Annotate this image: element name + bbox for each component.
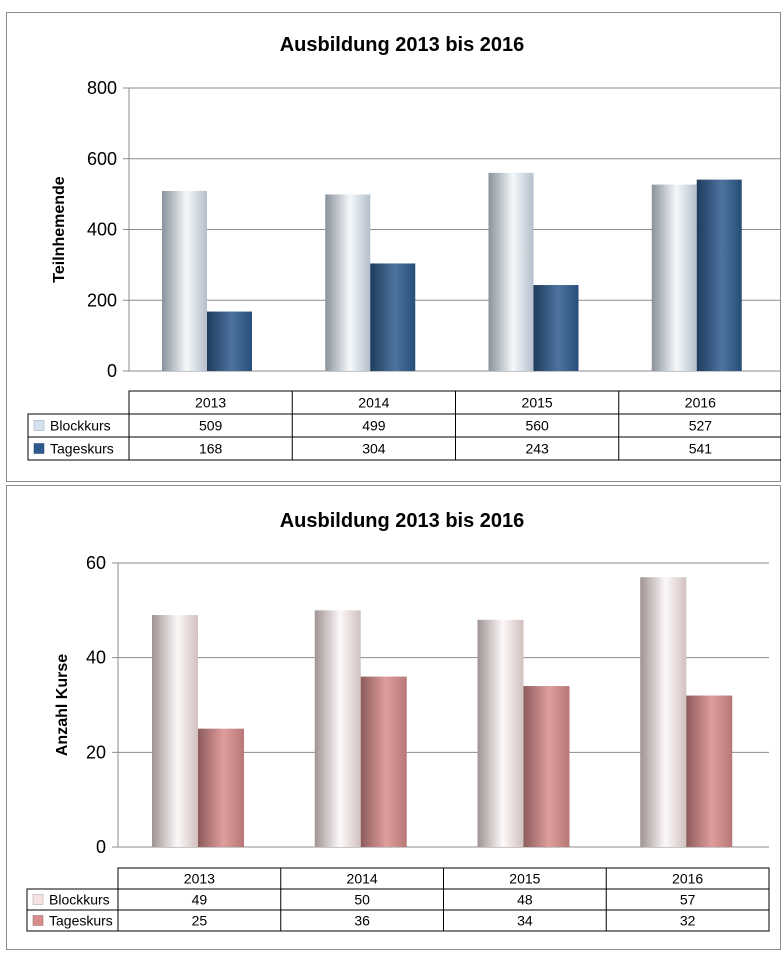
chart-teilnehmende: Ausbildung 2013 bis 2016 0 200 400 600 800 Tei… <box>27 34 781 461</box>
bar-tageskurs-2013 <box>207 311 252 371</box>
table-row <box>27 436 781 461</box>
legend-key-blockkurs <box>33 420 45 431</box>
table-value-cell: 49 <box>192 892 208 908</box>
table-value-cell: 168 <box>199 441 223 457</box>
y-tick-label: 60 <box>86 553 106 573</box>
bar-tageskurs-2015 <box>533 285 579 371</box>
table-value-cell: 57 <box>680 892 696 908</box>
table-row <box>26 888 770 911</box>
chart-title: Ausbildung 2013 bis 2016 <box>280 510 525 532</box>
table-header-cell: 2015 <box>522 395 553 411</box>
bar-tageskurs-2015 <box>523 686 570 847</box>
bar-tageskurs-2013 <box>198 728 244 847</box>
legend-key-tageskurs <box>33 443 45 454</box>
bar-blockkurs-2014 <box>325 194 371 371</box>
table-value-cell: 50 <box>354 892 370 908</box>
bar-tageskurs-2014 <box>370 263 416 371</box>
table-value-cell: 32 <box>680 913 696 929</box>
y-axis-label: Teilnhemende <box>51 176 68 282</box>
table-value-cell: 25 <box>192 913 208 929</box>
y-tick-label: 800 <box>87 78 117 98</box>
bar-blockkurs-2015 <box>488 172 534 371</box>
bar-blockkurs-2013 <box>152 615 198 847</box>
legend-label-tageskurs: Tageskurs <box>50 441 114 457</box>
chart-kurse: Ausbildung 2013 bis 2016 0 20 40 60 Anzahl Ku… <box>26 510 770 932</box>
chart-panel-teilnehmende: Ausbildung 2013 bis 2016 0 200 400 600 800 Tei… <box>6 12 781 482</box>
table-value-cell: 36 <box>354 913 370 929</box>
table-row <box>27 413 781 438</box>
chart-title: Ausbildung 2013 bis 2016 <box>280 34 525 56</box>
table-value-cell: 243 <box>525 441 549 457</box>
legend-key-tageskurs <box>32 915 44 926</box>
bar-tageskurs-2016 <box>686 695 733 847</box>
table-header-cell: 2013 <box>195 395 226 411</box>
table-header-cell: 2016 <box>685 395 716 411</box>
table-value-cell: 304 <box>362 441 386 457</box>
table-header-cell: 2013 <box>184 871 215 887</box>
table-value-cell: 560 <box>525 418 549 434</box>
bar-blockkurs-2015 <box>477 619 524 847</box>
y-tick-label: 0 <box>107 361 117 381</box>
legend-label-tageskurs: Tageskurs <box>49 913 113 929</box>
y-axis-label: Anzahl Kurse <box>54 654 71 756</box>
chart-panel-kurse: Ausbildung 2013 bis 2016 0 20 40 60 Anzahl Ku… <box>6 485 781 950</box>
table-value-cell: 499 <box>362 418 386 434</box>
table-value-cell: 541 <box>689 441 713 457</box>
table-header-cell: 2014 <box>347 871 378 887</box>
legend-label-blockkurs: Blockkurs <box>49 892 110 908</box>
y-tick-label: 400 <box>87 220 117 240</box>
table-value-cell: 48 <box>517 892 533 908</box>
legend-key-blockkurs <box>32 894 44 905</box>
table-header-cell: 2014 <box>358 395 389 411</box>
bar-tageskurs-2016 <box>696 179 742 371</box>
bar-blockkurs-2016 <box>640 577 687 847</box>
table-header-cell: 2016 <box>672 871 703 887</box>
bar-tageskurs-2014 <box>360 676 407 847</box>
y-tick-label: 0 <box>96 837 106 857</box>
bar-blockkurs-2013 <box>162 190 207 371</box>
y-tick-label: 40 <box>86 648 106 668</box>
table-value-cell: 509 <box>199 418 223 434</box>
bar-blockkurs-2016 <box>651 184 697 371</box>
table-header-cell: 2015 <box>509 871 540 887</box>
y-tick-label: 200 <box>87 290 117 310</box>
table-value-cell: 34 <box>517 913 533 929</box>
legend-label-blockkurs: Blockkurs <box>50 418 111 434</box>
table-row <box>26 909 770 932</box>
y-tick-label: 20 <box>86 742 106 762</box>
bar-blockkurs-2014 <box>314 610 361 847</box>
table-value-cell: 527 <box>689 418 713 434</box>
y-tick-label: 600 <box>87 149 117 169</box>
